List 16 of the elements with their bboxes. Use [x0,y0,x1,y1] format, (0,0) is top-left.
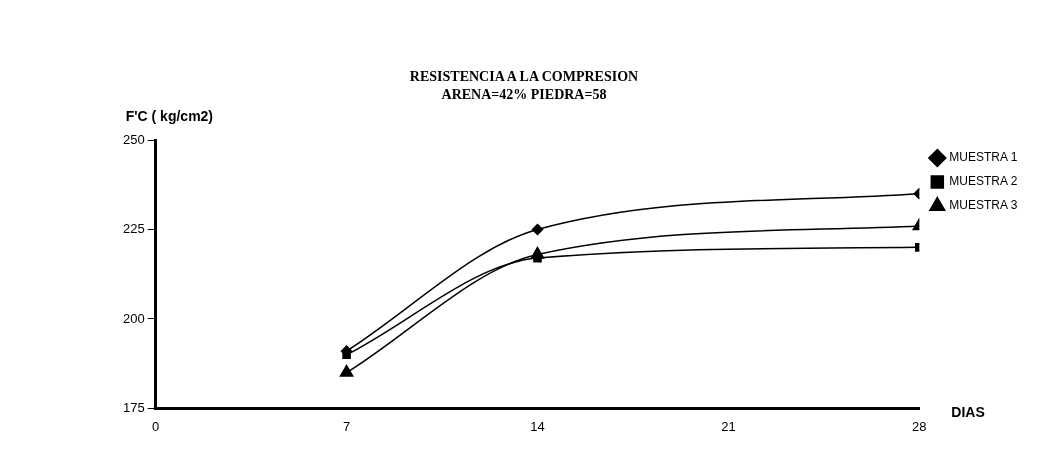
x-tick-label: 7 [342,418,351,434]
x-tick-label: 21 [721,418,736,434]
legend-label: MUESTRA 1 [949,150,1018,165]
chart-title: RESISTENCIA A LA COMPRESION [408,68,640,86]
y-tick-label: 200 [122,310,145,326]
chart-subtitle: ARENA=42% PIEDRA=58 [440,86,608,104]
x-tick-label: 14 [530,418,545,434]
y-tick-label: 175 [122,399,145,415]
y-axis-title: F'C ( kg/cm2) [125,107,214,124]
x-tick-label: 28 [912,418,927,434]
legend-label: MUESTRA 2 [949,174,1018,189]
x-axis-title: DIAS [951,404,985,421]
y-tick-label: 250 [122,131,145,147]
x-tick-label: 0 [152,418,160,434]
y-tick-label: 225 [122,221,145,237]
legend-label: MUESTRA 3 [949,198,1018,213]
